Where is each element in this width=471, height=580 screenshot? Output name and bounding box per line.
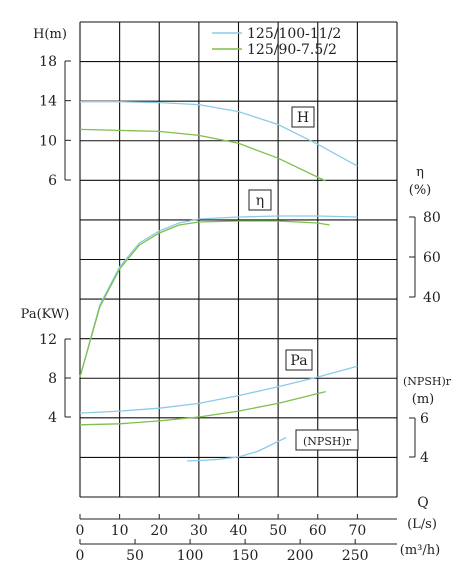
flow-m3h-tick-label: 100 [177, 548, 204, 564]
npsh-curve [186, 436, 287, 462]
head-tick-label: 18 [39, 54, 57, 70]
efficiency-curve-tag-box [248, 189, 272, 211]
flow-ls-tick-label: 10 [111, 523, 129, 539]
flow-ls-tick-label: 70 [348, 523, 366, 539]
power-tick-label: 4 [48, 410, 57, 426]
npsh-tick-label: 6 [420, 411, 429, 427]
flow-ls-tick-label: 50 [269, 523, 287, 539]
head-tick-label: 14 [39, 94, 57, 110]
flow-ls-tick-label: 20 [150, 523, 168, 539]
head-curve [80, 101, 358, 167]
head-curve-tag-box [291, 106, 315, 128]
power-curve-tag-box [285, 349, 313, 371]
efficiency-axis-title: η [416, 165, 424, 180]
flow-ls-tick-label: 40 [230, 523, 248, 539]
power-curve [79, 390, 326, 426]
efficiency-tick-label: 60 [423, 250, 441, 266]
efficiency-curve [79, 215, 358, 378]
flow-ls-tick-label: 30 [190, 523, 208, 539]
power-axis-title: Pa(KW) [21, 307, 70, 322]
legend-label: 125/100-11/2 [247, 26, 341, 42]
power-tick-label: 8 [48, 371, 57, 387]
flow-m3h-units: (m³/h) [400, 543, 440, 558]
flow-m3h-tick-label: 150 [232, 548, 259, 564]
grid [79, 21, 398, 498]
npsh-curve-tag: (NPSH)r [303, 435, 352, 448]
power-tick-label: 12 [39, 332, 57, 348]
head-tick-label: 10 [39, 133, 57, 149]
flow-m3h-tick-label: 200 [287, 548, 314, 564]
power-curve-tag: Pa [290, 353, 307, 369]
efficiency-tick-label: 40 [423, 290, 441, 306]
npsh-tick-label: 4 [420, 450, 429, 466]
flow-m3h-tick-label: 50 [126, 548, 144, 564]
npsh-curve-tag-box [295, 429, 359, 451]
flow-ls-units: (L/s) [407, 517, 437, 532]
head-tick-label: 6 [48, 173, 57, 189]
efficiency-curve [79, 220, 330, 378]
efficiency-tick-label: 80 [423, 210, 441, 226]
legend-label: 125/90-7.5/2 [247, 42, 337, 58]
head-curve [79, 128, 326, 182]
npsh-axis-title: (NPSH)r [403, 375, 452, 388]
flow-ls-tick-label: 60 [309, 523, 327, 539]
flow-m3h-tick-label: 250 [342, 548, 369, 564]
power-curve [79, 365, 358, 414]
head-axis-title: H(m) [33, 27, 67, 42]
efficiency-axis-units: (%) [409, 183, 432, 198]
flow-axis-title: Q [417, 495, 428, 511]
flow-m3h-tick-label: 0 [76, 548, 85, 564]
head-curve-tag: H [297, 110, 309, 126]
efficiency-curve-tag: η [256, 193, 264, 209]
npsh-axis-units: (m) [412, 392, 434, 407]
flow-ls-tick-label: 0 [76, 523, 85, 539]
